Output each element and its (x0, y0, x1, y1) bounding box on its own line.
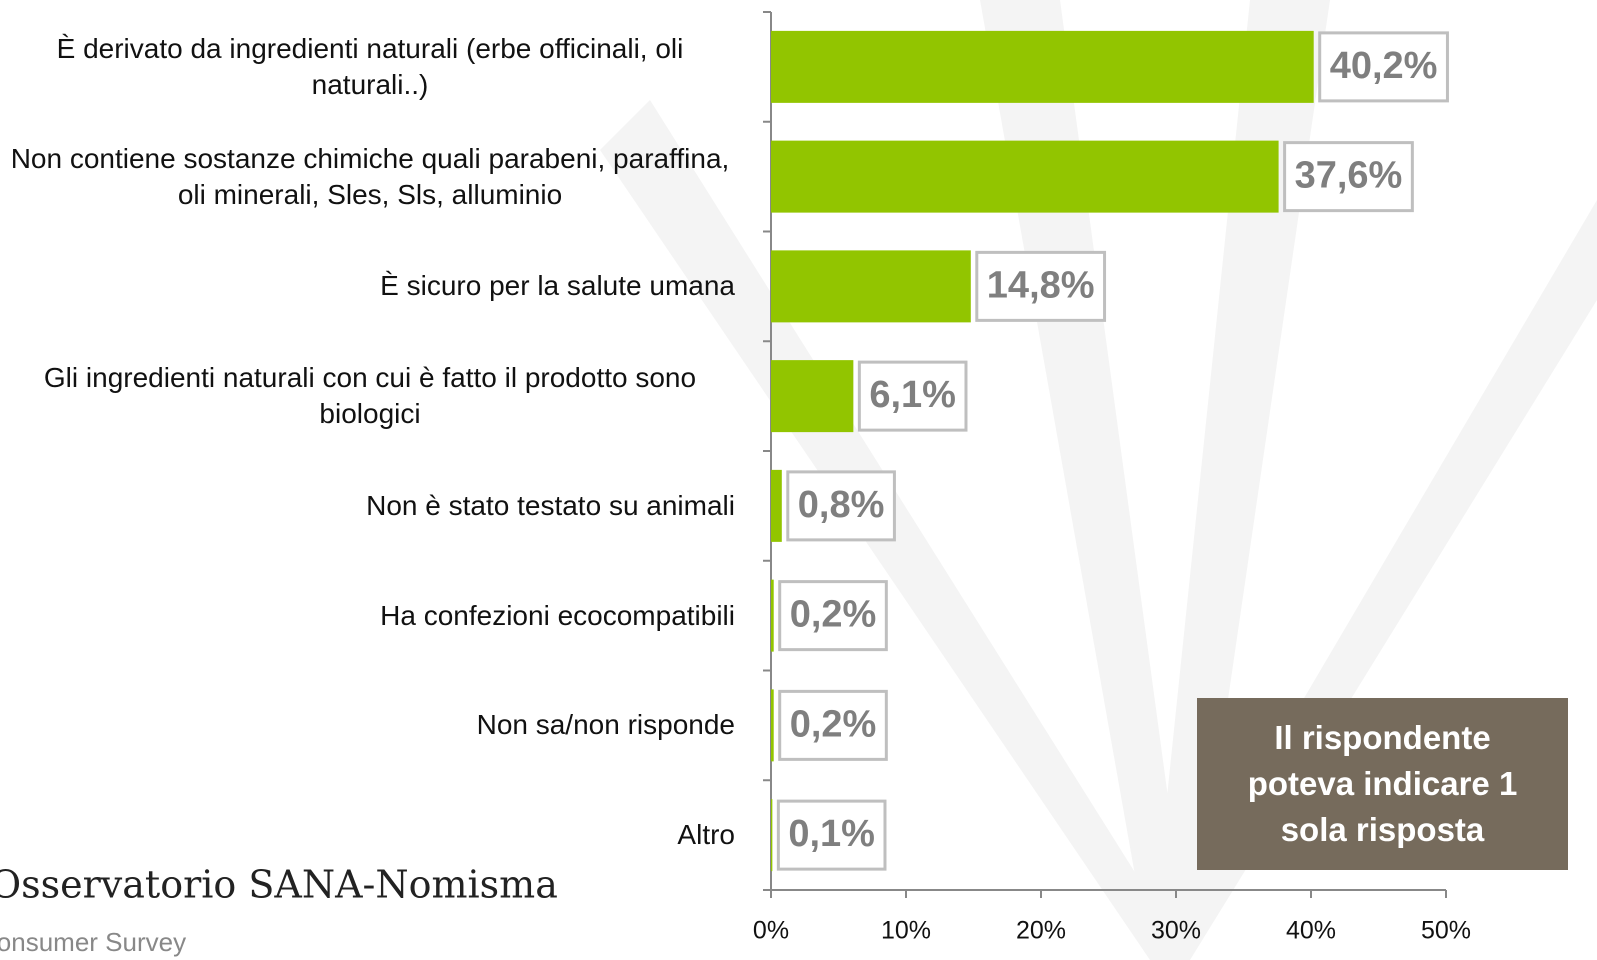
value-label-box (778, 580, 888, 652)
value-label: 6,1% (869, 374, 956, 416)
bar (771, 30, 1314, 103)
x-tick-label: 0% (753, 917, 789, 945)
category-label: È sicuro per la salute umana (380, 270, 735, 302)
value-label: 14,8% (987, 264, 1095, 306)
ray (980, 0, 1190, 960)
ray (1150, 0, 1330, 960)
bar (771, 140, 1279, 213)
value-label-box (1283, 141, 1414, 213)
value-label: 37,6% (1295, 155, 1403, 197)
value-label: 0,1% (788, 813, 875, 855)
bar (771, 579, 774, 652)
source-title: Osservatorio SANA-Nomisma (0, 863, 558, 907)
value-label-box (975, 250, 1107, 322)
value-label: 0,2% (790, 703, 877, 745)
category-label: È derivato da ingredienti naturali (erbe… (56, 32, 684, 100)
bar (771, 799, 773, 872)
x-tick-label: 30% (1151, 917, 1201, 945)
bar (771, 689, 774, 762)
note: Il rispondente poteva indicare 1 sola ri… (1197, 698, 1568, 870)
x-tick-label: 50% (1421, 917, 1471, 945)
bar (771, 360, 854, 433)
value-label: 0,8% (798, 484, 885, 526)
value-label: 0,2% (790, 594, 877, 636)
category-label: Gli ingredienti naturali con cui è fatto… (43, 362, 697, 430)
category-label: Non contiene sostanze chimiche quali par… (10, 142, 730, 210)
value-label-box (776, 799, 887, 871)
value-label-box (857, 360, 968, 432)
category-label: Non è stato testato su animali (366, 489, 735, 521)
x-tick-label: 20% (1016, 917, 1066, 945)
category-label: Ha confezioni ecocompatibili (380, 599, 735, 631)
bar (771, 250, 971, 323)
category-label: Altro (677, 819, 735, 851)
value-label: 40,2% (1330, 45, 1438, 87)
source-subtitle: Consumer Survey (0, 927, 186, 957)
bar (771, 469, 782, 542)
value-label-box (778, 689, 888, 761)
value-label-box (1318, 31, 1449, 103)
value-label-box (786, 470, 896, 542)
x-tick-label: 40% (1286, 917, 1336, 945)
category-label: Non sa/non risponde (476, 709, 735, 741)
x-tick-label: 10% (881, 917, 931, 945)
